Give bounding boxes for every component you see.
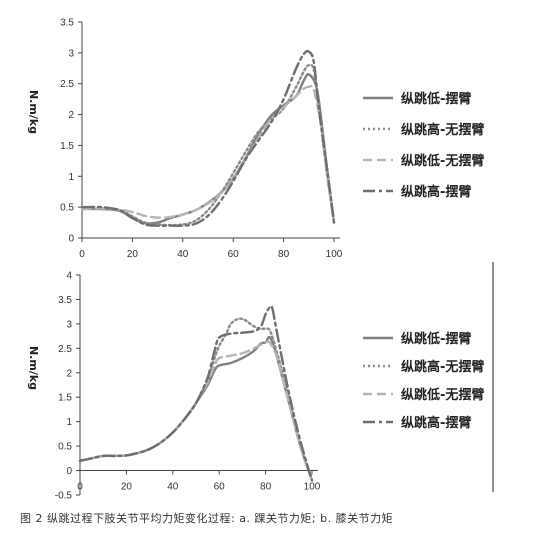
chart2-y-tick-label: 0 <box>66 466 72 477</box>
chart2-y-tick-label: 2 <box>66 368 72 379</box>
chart2-y-tick-label: 0.5 <box>58 442 72 453</box>
chart1-y-tick-label: 2 <box>68 110 74 121</box>
chart1-y-tick-label: 0.5 <box>60 203 74 214</box>
chart1-x-tick-label: 40 <box>177 249 189 260</box>
chart1-legend-label: 纵跳低-无摆臂 <box>401 153 484 169</box>
chart2-legend-label: 纵跳低-无摆臂 <box>401 387 484 403</box>
chart2-x-tick-label: 60 <box>214 482 226 493</box>
chart1-y-tick-label: 3.5 <box>60 18 74 29</box>
chart1-series-line-2 <box>80 63 336 227</box>
chart2-legend-label: 纵跳高-无摆臂 <box>401 359 484 375</box>
chart1-y-tick-label: 1 <box>68 172 74 183</box>
chart1-x-tick-label: 100 <box>326 249 343 260</box>
chart1-y-tick-label: 3 <box>68 48 74 59</box>
chart1-series-line-3 <box>80 84 336 224</box>
chart2-y-tick-label: 3.5 <box>58 295 72 306</box>
chart2-legend-label: 纵跳高-摆臂 <box>401 415 471 431</box>
chart1-x-tick-label: 60 <box>228 249 240 260</box>
chart1-y-tick-label: 0 <box>68 234 74 245</box>
chart2-legend-label: 纵跳低-摆臂 <box>401 331 471 347</box>
chart2-x-tick-label: 20 <box>121 482 133 493</box>
chart2-y-tick-label: 2.5 <box>58 344 72 355</box>
chart2-x-tick-label: 100 <box>304 482 321 493</box>
chart2-y-tick-label: 3 <box>66 319 72 330</box>
chart2-y-tick-label: 1 <box>66 417 72 428</box>
chart1-legend-label: 纵跳高-无摆臂 <box>401 122 484 138</box>
chart2-y-tick-label: -0.5 <box>55 491 73 502</box>
chart1-x-tick-label: 0 <box>79 249 85 260</box>
figure-caption: 图 2 纵跳过程下肢关节平均力矩变化过程: a. 踝关节力矩; b. 膝关节力矩 <box>20 512 394 525</box>
chart1-legend-label: 纵跳低-摆臂 <box>401 91 471 107</box>
chart2-x-tick-label: 0 <box>77 482 83 493</box>
chart2-y-tick-label: 4 <box>66 271 72 282</box>
chart1-series-line-4 <box>80 49 336 227</box>
chart2-series-line-4 <box>78 304 314 482</box>
chart2-y-axis-label: N.m/kg <box>27 346 40 390</box>
chart2-x-tick-label: 40 <box>167 482 179 493</box>
chart2-series-line-3 <box>78 340 314 482</box>
chart1-x-tick-label: 80 <box>278 249 290 260</box>
chart1-legend-label: 纵跳高-摆臂 <box>401 184 471 200</box>
chart1-x-tick-label: 20 <box>127 249 139 260</box>
chart2-y-tick-label: 1.5 <box>58 393 72 404</box>
chart1-y-tick-label: 2.5 <box>60 79 74 90</box>
chart2-x-tick-label: 80 <box>260 482 272 493</box>
chart1-y-tick-label: 1.5 <box>60 141 74 152</box>
chart1-y-axis-label: N.m/kg <box>27 90 40 134</box>
